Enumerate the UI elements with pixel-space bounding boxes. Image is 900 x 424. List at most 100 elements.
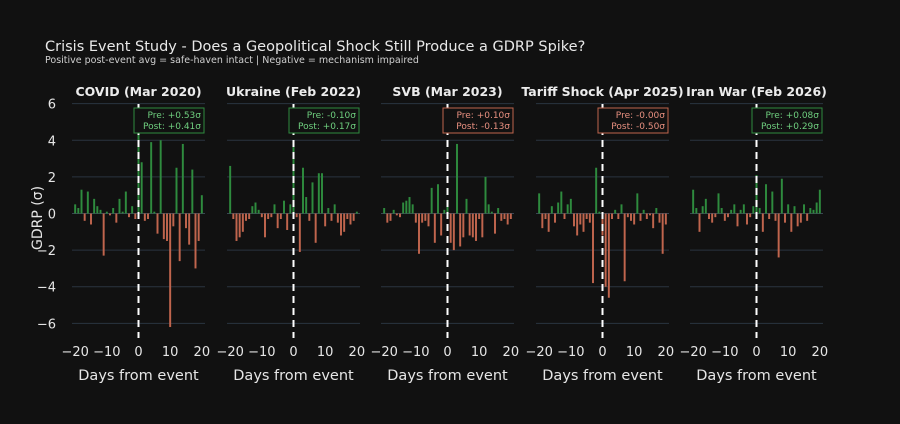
bar	[736, 213, 739, 227]
bar	[181, 143, 184, 214]
bar	[229, 165, 232, 214]
bar	[695, 208, 698, 214]
bar	[383, 208, 386, 214]
bar	[414, 213, 417, 223]
x-tick-label: 10	[162, 345, 179, 360]
annotation-box	[442, 107, 514, 134]
bar	[402, 202, 405, 214]
bar	[475, 213, 477, 241]
bar	[538, 193, 541, 214]
x-tick-label: −20	[216, 345, 243, 360]
bar	[156, 213, 159, 234]
y-axis-label: GDRP (σ)	[30, 186, 46, 250]
bar	[633, 213, 636, 225]
bar	[636, 193, 639, 214]
bar	[166, 213, 168, 241]
bar	[427, 213, 430, 227]
bar	[327, 208, 330, 214]
x-tick-label: 0	[598, 345, 606, 360]
bar	[118, 198, 121, 214]
bar	[652, 213, 655, 229]
bar	[620, 204, 623, 214]
bar	[80, 189, 83, 214]
bar	[742, 204, 745, 214]
bar	[569, 198, 572, 214]
bar	[349, 213, 352, 225]
bar	[708, 213, 710, 219]
x-tick-label: 10	[780, 345, 797, 360]
x-tick-label: 20	[658, 345, 675, 360]
bar	[433, 213, 436, 243]
bar	[617, 213, 620, 219]
bar	[276, 213, 279, 229]
panel-title: SVB (Mar 2023)	[392, 84, 502, 99]
bar	[254, 202, 257, 214]
y-tick-labels: 6 4 2 0 −2 −4 −6	[37, 98, 56, 333]
bar	[784, 213, 786, 223]
bar	[803, 204, 805, 214]
annotation-post: Post: -0.50σ	[611, 122, 665, 132]
bar	[74, 204, 77, 214]
bar	[658, 213, 661, 223]
bar	[664, 213, 667, 225]
bar	[765, 184, 767, 214]
bar	[478, 213, 481, 219]
bar	[698, 213, 701, 232]
bar	[112, 208, 115, 214]
bar	[185, 213, 187, 229]
bar	[392, 209, 395, 214]
annotation-box	[288, 107, 360, 134]
bar	[541, 213, 544, 229]
annotation-pre: Pre: +0.10σ	[457, 111, 511, 121]
x-tick-label: 0	[289, 345, 297, 360]
x-tick-label: −10	[248, 345, 275, 360]
bar	[324, 213, 327, 227]
bar	[645, 213, 648, 219]
bar	[140, 162, 143, 214]
bar	[232, 213, 235, 219]
annotation-box	[597, 107, 669, 134]
bar	[430, 187, 433, 214]
bar	[162, 213, 165, 240]
bar	[251, 206, 254, 214]
bar	[150, 142, 153, 214]
bar	[270, 213, 273, 218]
bar	[733, 204, 736, 214]
bar	[153, 211, 156, 214]
annotation-post: Post: +0.29σ	[761, 122, 819, 132]
bar	[283, 200, 285, 214]
bar	[758, 208, 761, 214]
bar	[793, 206, 796, 214]
bar	[131, 206, 134, 214]
bar	[752, 206, 755, 214]
annotation-pre: Pre: +0.08σ	[766, 111, 820, 121]
bar	[774, 213, 777, 221]
bar	[346, 213, 349, 219]
annotation-post: Post: +0.17σ	[298, 122, 356, 132]
bar	[623, 213, 626, 282]
bar	[768, 213, 771, 219]
y-tick-label: 0	[48, 208, 56, 223]
bar	[812, 209, 815, 214]
bar	[462, 213, 465, 238]
bar	[90, 213, 92, 225]
bar	[411, 204, 414, 214]
bar	[99, 209, 102, 214]
bar	[405, 200, 408, 214]
bar	[143, 213, 146, 221]
bar	[720, 208, 723, 214]
bar	[746, 213, 748, 225]
bar	[238, 213, 241, 238]
bar	[235, 213, 238, 241]
bar	[267, 213, 270, 219]
bar	[321, 173, 323, 214]
x-tick-label: −10	[402, 345, 429, 360]
bar	[197, 213, 200, 241]
bar	[452, 213, 455, 251]
bar	[604, 213, 607, 287]
bar	[780, 178, 783, 214]
